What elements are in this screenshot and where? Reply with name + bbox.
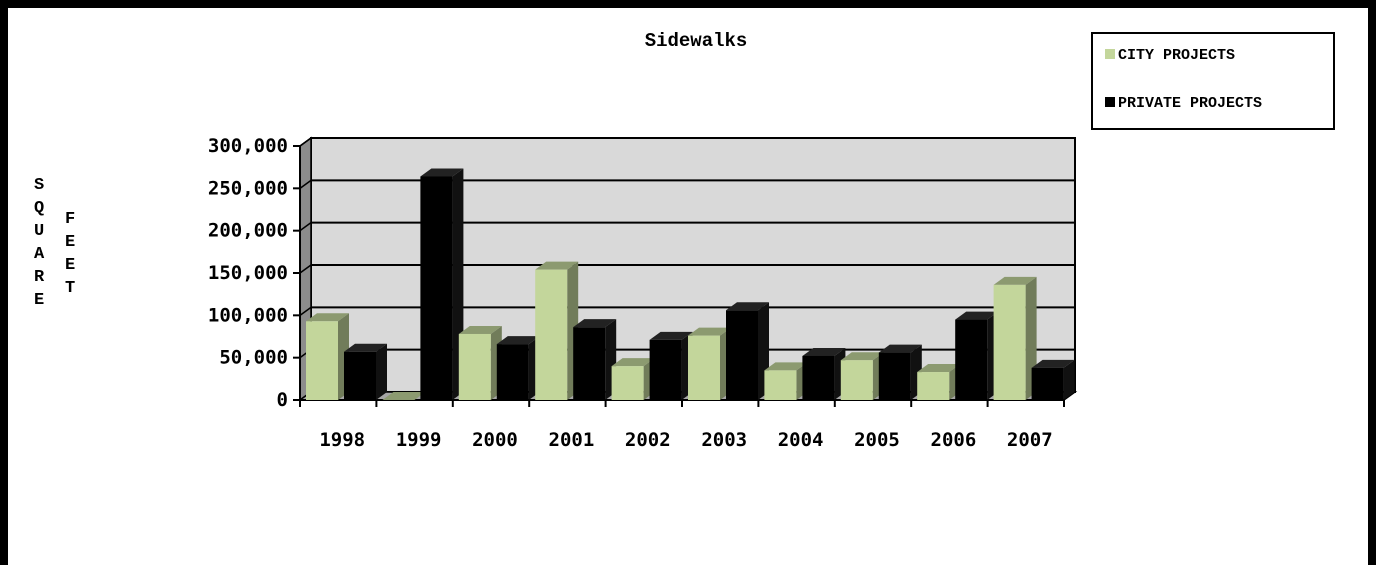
bar-city-2000: [458, 325, 502, 400]
bar-private-2000: [496, 336, 540, 400]
x-tick-label: 2006: [931, 429, 977, 451]
gridline-side: [299, 137, 312, 147]
x-tick-label: 2001: [549, 429, 595, 451]
bar-private-2004: [802, 347, 846, 400]
bar-private-2005: [878, 344, 922, 400]
y-axis-label-feet: F E E T: [65, 210, 76, 298]
x-tick-label: 2004: [778, 429, 824, 451]
y-tick-label: 300,000: [208, 135, 288, 157]
legend-swatch-city: [1105, 49, 1115, 59]
y-tick-label: 200,000: [208, 220, 288, 242]
gridline-side: [299, 179, 312, 189]
bar-private-2001: [573, 319, 617, 400]
legend-item-private: PRIVATE PROJECTS: [1105, 95, 1262, 112]
x-tick-label: 2005: [854, 429, 900, 451]
chart-title: Sidewalks: [644, 30, 748, 52]
legend-label-private: PRIVATE PROJECTS: [1118, 95, 1263, 112]
gridline-side: [299, 306, 312, 316]
bar-city-2007: [993, 276, 1037, 400]
bar-city-2002: [611, 358, 655, 400]
bar-private-1999: [420, 168, 464, 400]
bar-private-2006: [955, 311, 999, 400]
x-tick-label: 2003: [701, 429, 747, 451]
y-tick-label: 0: [277, 389, 288, 411]
legend-item-city: CITY PROJECTS: [1105, 47, 1235, 64]
gridline-side: [299, 222, 312, 232]
bar-city-2001: [535, 261, 579, 400]
bar-city-1999: [382, 392, 426, 400]
y-tick-label: 100,000: [208, 304, 288, 326]
x-tick-label: 2002: [625, 429, 671, 451]
bar-private-1998: [344, 343, 387, 400]
y-tick-label: 150,000: [208, 262, 288, 284]
bar-city-1998: [306, 313, 349, 400]
y-axis-label-square: S Q U A R E: [34, 176, 45, 310]
bar-private-2003: [726, 302, 769, 400]
bar-city-2004: [764, 362, 808, 400]
x-tick-label: 1999: [396, 429, 442, 451]
legend-label-city: CITY PROJECTS: [1118, 47, 1236, 64]
x-tick-label: 2000: [472, 429, 518, 451]
bar-private-2007: [1031, 359, 1075, 400]
legend-swatch-private: [1105, 97, 1115, 107]
y-tick-label: 250,000: [208, 177, 288, 199]
y-tick-label: 50,000: [219, 347, 288, 369]
chart-legend: CITY PROJECTS PRIVATE PROJECTS: [1091, 32, 1335, 130]
bar-city-2006: [917, 364, 961, 400]
bar-city-2003: [688, 327, 731, 400]
gridline-side: [299, 264, 312, 274]
bar-private-2002: [649, 331, 693, 400]
x-tick-label: 1998: [319, 429, 365, 451]
x-tick-label: 2007: [1007, 429, 1053, 451]
bar-city-2005: [840, 352, 884, 400]
